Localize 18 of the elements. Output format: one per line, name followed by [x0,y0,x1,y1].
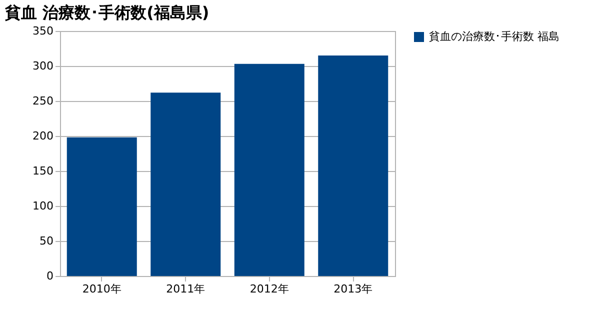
bar [318,56,388,276]
y-tick-label: 50 [40,234,54,248]
x-tick-label: 2010年 [82,282,122,296]
legend-label: 貧血の治療数･手術数 福島 [429,30,560,43]
bar [234,64,304,276]
x-tick-label: 2011年 [166,282,206,296]
x-tick-label: 2013年 [334,282,373,296]
y-tick-label: 350 [32,24,54,38]
y-tick-label: 300 [32,60,54,72]
y-tick-label: 200 [32,130,54,142]
y-tick-label: 100 [32,200,54,212]
y-tick-label: 250 [32,94,54,108]
bar [66,137,137,276]
y-tick-label: 150 [32,164,54,178]
chart-title: 貧血 治療数･手術数(福島県) [4,3,210,22]
y-tick-label: 0 [46,270,54,282]
bar [150,92,221,276]
x-tick-label: 2012年 [250,282,289,296]
